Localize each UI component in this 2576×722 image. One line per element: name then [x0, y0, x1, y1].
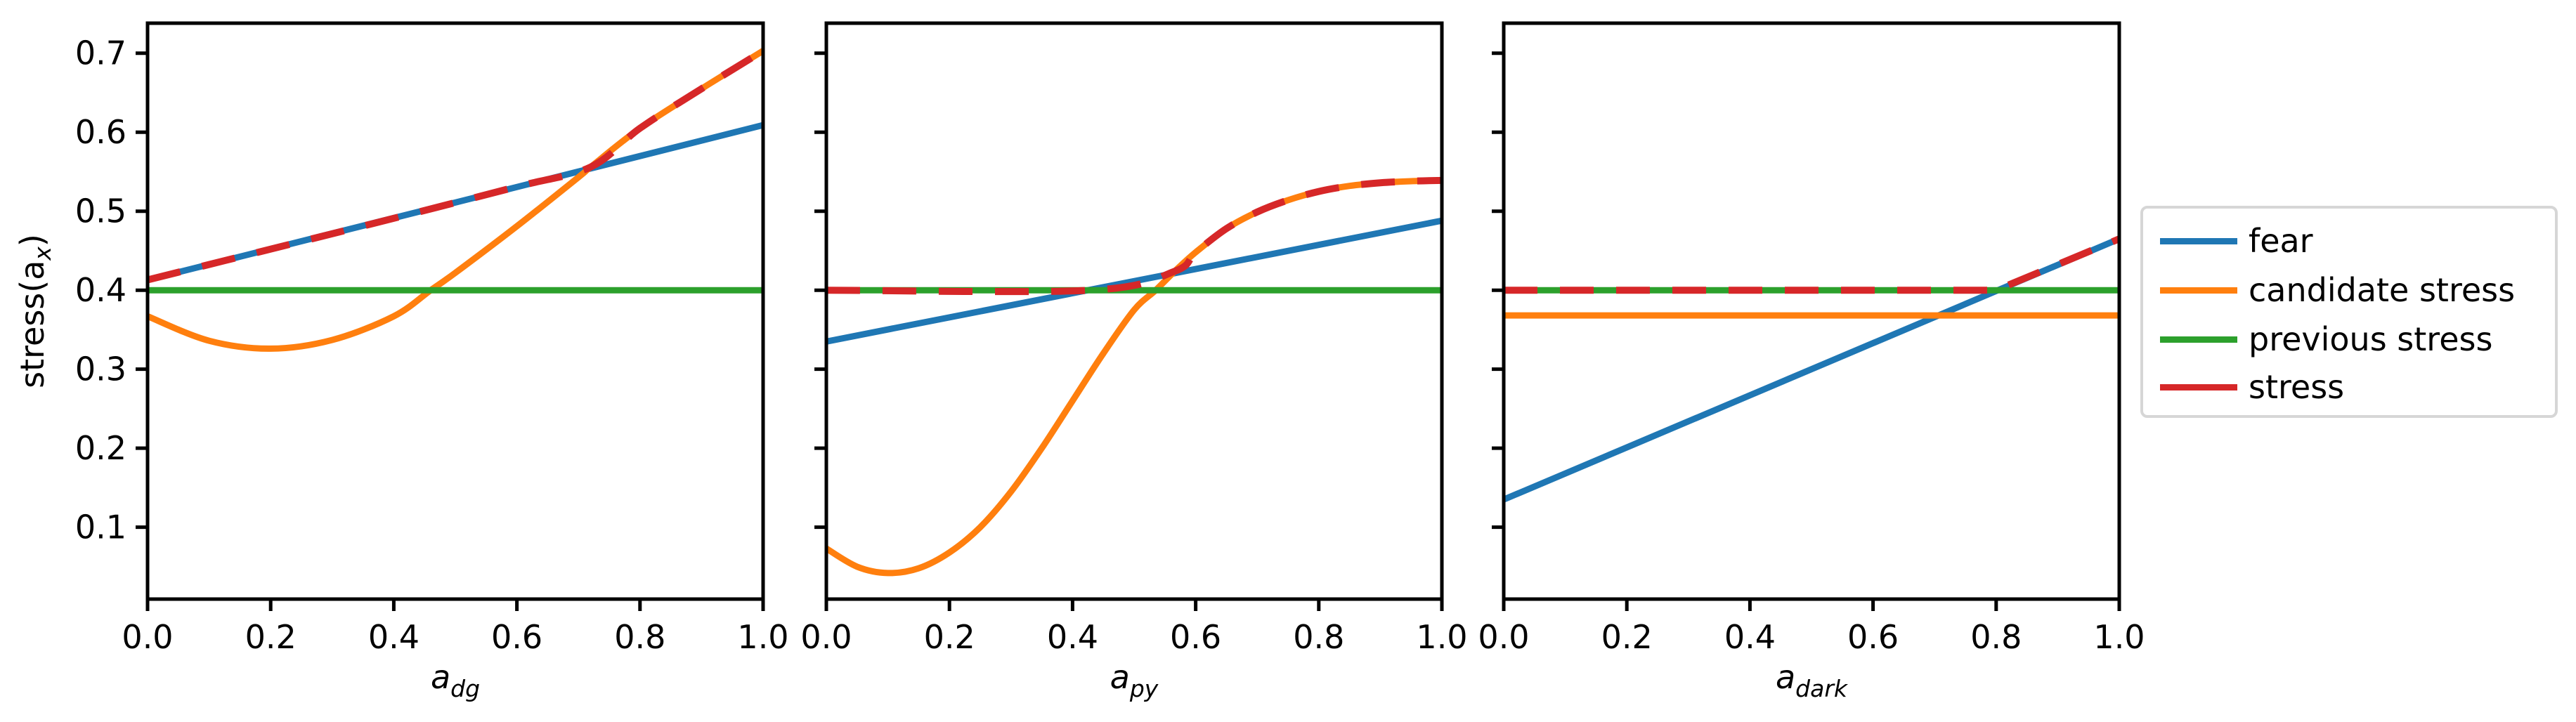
x-tick-label: 0.6 [1847, 618, 1899, 656]
x-tick-label: 1.0 [737, 618, 788, 656]
legend-swatch-stress [2160, 383, 2237, 390]
x-tick-label: 0.6 [1170, 618, 1221, 656]
x-tick-label: 0.0 [800, 618, 852, 656]
subplot-a-py: 0.0 0.2 0.4 0.6 0.8 1.0 apy [800, 21, 1468, 702]
y-tick-label: 0.4 [75, 271, 126, 309]
x-axis-label: apy [1110, 658, 1159, 702]
x-axis-label: adg [431, 658, 480, 702]
legend-label: candidate stress [2249, 271, 2516, 309]
y-tick-label: 0.5 [75, 192, 126, 230]
x-tick-label: 0.4 [368, 618, 419, 656]
series-stress [1504, 235, 2119, 294]
series-stress [148, 48, 763, 284]
plot-lines [1504, 235, 2119, 503]
subplot-a-dg: 0.1 0.2 0.3 0.4 0.5 0.6 0.7 0.0 0.2 0.4 0.6 0.8 1.0 a… [75, 21, 789, 702]
axes-frame [824, 21, 1444, 601]
series-stress [826, 176, 1442, 296]
svg-text:stress(ax): stress(ax) [13, 234, 56, 388]
x-tick-label: 0.6 [491, 618, 542, 656]
x-tick-label: 0.2 [245, 618, 297, 656]
x-tick-label: 0.8 [1293, 618, 1344, 656]
x-tick-label: 1.0 [1416, 618, 1467, 656]
y-tick-label: 0.7 [75, 34, 126, 72]
x-axis-label: adark [1776, 658, 1849, 702]
x-tick-label: 1.0 [2093, 618, 2145, 656]
y-axis-label: stress(ax) [13, 234, 56, 388]
y-tick-label: 0.6 [75, 113, 126, 151]
legend-label: stress [2249, 368, 2345, 406]
x-tick-label: 0.8 [1970, 618, 2022, 656]
plot-lines [826, 176, 1442, 577]
x-tick-label: 0.0 [1478, 618, 1529, 656]
axes-frame [145, 21, 765, 601]
legend: fear candidate stress previous stress st… [2140, 206, 2558, 418]
axes-frame [1502, 21, 2121, 601]
y-tick-label: 0.3 [75, 350, 126, 388]
legend-swatch-fear [2160, 237, 2237, 244]
x-tick-label: 0.2 [1601, 618, 1653, 656]
x-tick-label: 0.8 [614, 618, 665, 656]
plot-lines [148, 48, 763, 352]
x-tick-label: 0.4 [1724, 618, 1776, 656]
y-tick-label: 0.2 [75, 429, 126, 467]
legend-label: fear [2249, 222, 2313, 260]
x-tick-label: 0.2 [924, 618, 975, 656]
y-tick-label: 0.1 [75, 508, 126, 546]
x-tick-label: 0.4 [1047, 618, 1098, 656]
legend-swatch-candidate-stress [2160, 287, 2237, 294]
subplot-a-dark: 0.0 0.2 0.4 0.6 0.8 1.0 adark [1478, 21, 2145, 702]
legend-label: previous stress [2249, 320, 2493, 358]
x-tick-label: 0.0 [122, 618, 173, 656]
series-fear [826, 217, 1442, 345]
series-fear [148, 122, 763, 283]
legend-swatch-previous-stress [2160, 336, 2237, 343]
